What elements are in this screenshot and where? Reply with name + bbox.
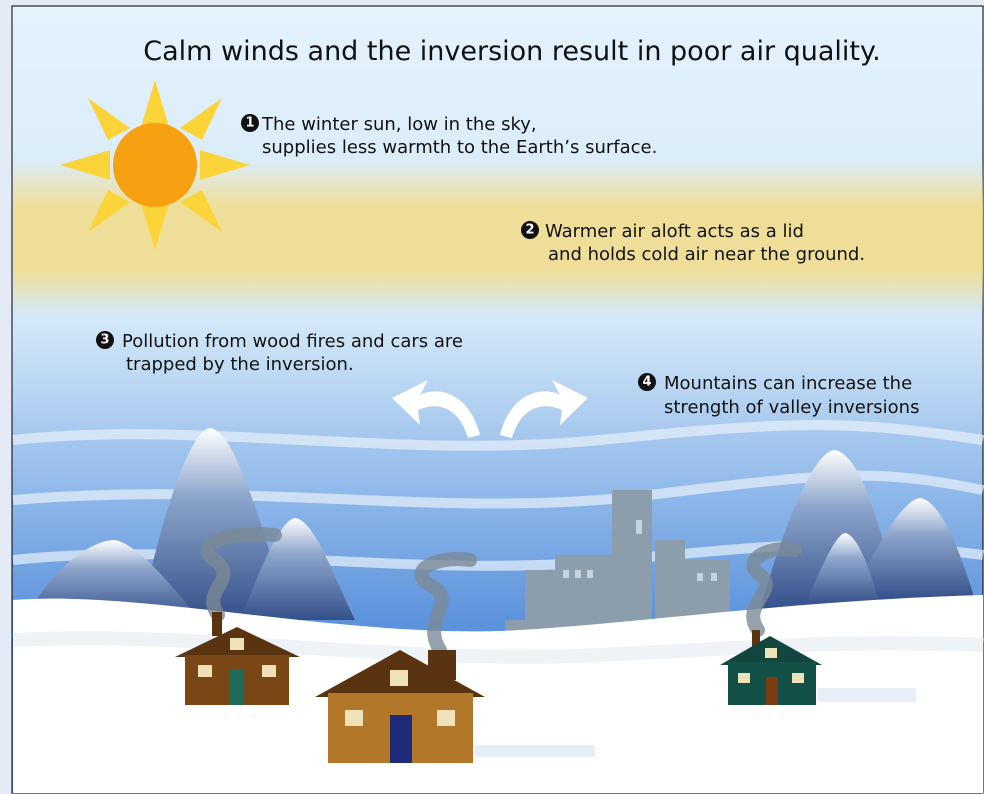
note-line: trapped by the inversion. [126, 354, 354, 375]
note-line: Pollution from wood fires and cars are [122, 331, 463, 352]
note-line: The winter sun, low in the sky, [261, 114, 537, 135]
note-number: 4 [642, 375, 651, 390]
note-number: 2 [525, 223, 534, 238]
note-number: 3 [100, 333, 109, 348]
note-line: supplies less warmth to the Earth’s surf… [262, 137, 657, 158]
title: Calm winds and the inversion result in p… [143, 36, 880, 67]
illustration: Calm winds and the inversion result in p… [0, 0, 984, 794]
note-line: Mountains can increase the [664, 373, 912, 394]
note-line: Warmer air aloft acts as a lid [545, 221, 804, 242]
note-line: and holds cold air near the ground. [548, 244, 865, 265]
shadow [818, 688, 916, 702]
note-line: strength of valley inversions [664, 397, 919, 418]
note-number: 1 [245, 116, 254, 131]
page: Calm winds and the inversion result in p… [0, 0, 984, 794]
shadow [475, 745, 595, 757]
